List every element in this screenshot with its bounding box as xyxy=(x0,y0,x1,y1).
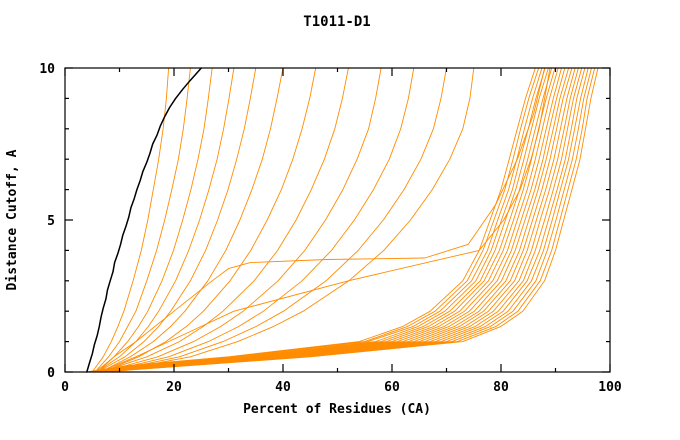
chart-title: T1011-D1 xyxy=(303,14,370,30)
model-curve xyxy=(97,67,546,373)
x-tick-label: 60 xyxy=(384,380,400,395)
model-curve xyxy=(96,67,576,373)
y-tick-label: 5 xyxy=(47,214,55,229)
axes-layer: 0 20 40 60 80 100 0 5 10 xyxy=(39,62,622,395)
y-tick-label: 10 xyxy=(39,62,55,77)
model-curve xyxy=(93,67,566,373)
model-curve xyxy=(87,67,543,373)
x-tick-label: 40 xyxy=(275,380,291,395)
x-axis-label: Percent of Residues (CA) xyxy=(243,402,431,417)
model-curve xyxy=(91,67,170,373)
model-curve xyxy=(94,67,213,373)
model-curve xyxy=(97,67,579,373)
model-curve xyxy=(102,67,349,373)
model-curve xyxy=(99,67,586,373)
x-tick-label: 0 xyxy=(61,380,69,395)
model-curve xyxy=(90,67,553,373)
model-curve xyxy=(94,67,191,373)
model-curve xyxy=(97,67,257,373)
x-tick-label: 20 xyxy=(166,380,182,395)
model-curve xyxy=(102,67,317,373)
model-curve xyxy=(105,67,382,373)
model-curve xyxy=(95,67,573,373)
model-curve xyxy=(97,67,235,373)
model-curve xyxy=(91,67,556,373)
model-curve xyxy=(101,67,592,373)
model-curve xyxy=(99,67,284,373)
model-curve xyxy=(102,67,599,373)
x-tick-label: 80 xyxy=(493,380,509,395)
model-curve xyxy=(99,67,589,373)
curves-layer xyxy=(86,67,599,373)
x-tick-label: 100 xyxy=(598,380,622,395)
model-curve xyxy=(86,67,536,373)
reference-curve xyxy=(86,67,203,373)
model-curve xyxy=(108,67,447,373)
model-curve xyxy=(110,67,475,373)
model-curve xyxy=(92,67,559,373)
model-curve xyxy=(108,67,415,373)
model-curve xyxy=(89,67,546,373)
model-curve xyxy=(87,67,540,373)
model-curve xyxy=(93,67,562,373)
model-curve xyxy=(95,67,570,373)
model-curve xyxy=(101,67,596,373)
y-tick-label: 0 xyxy=(47,366,55,381)
y-axis-label: Distance Cutoff, A xyxy=(5,149,20,290)
